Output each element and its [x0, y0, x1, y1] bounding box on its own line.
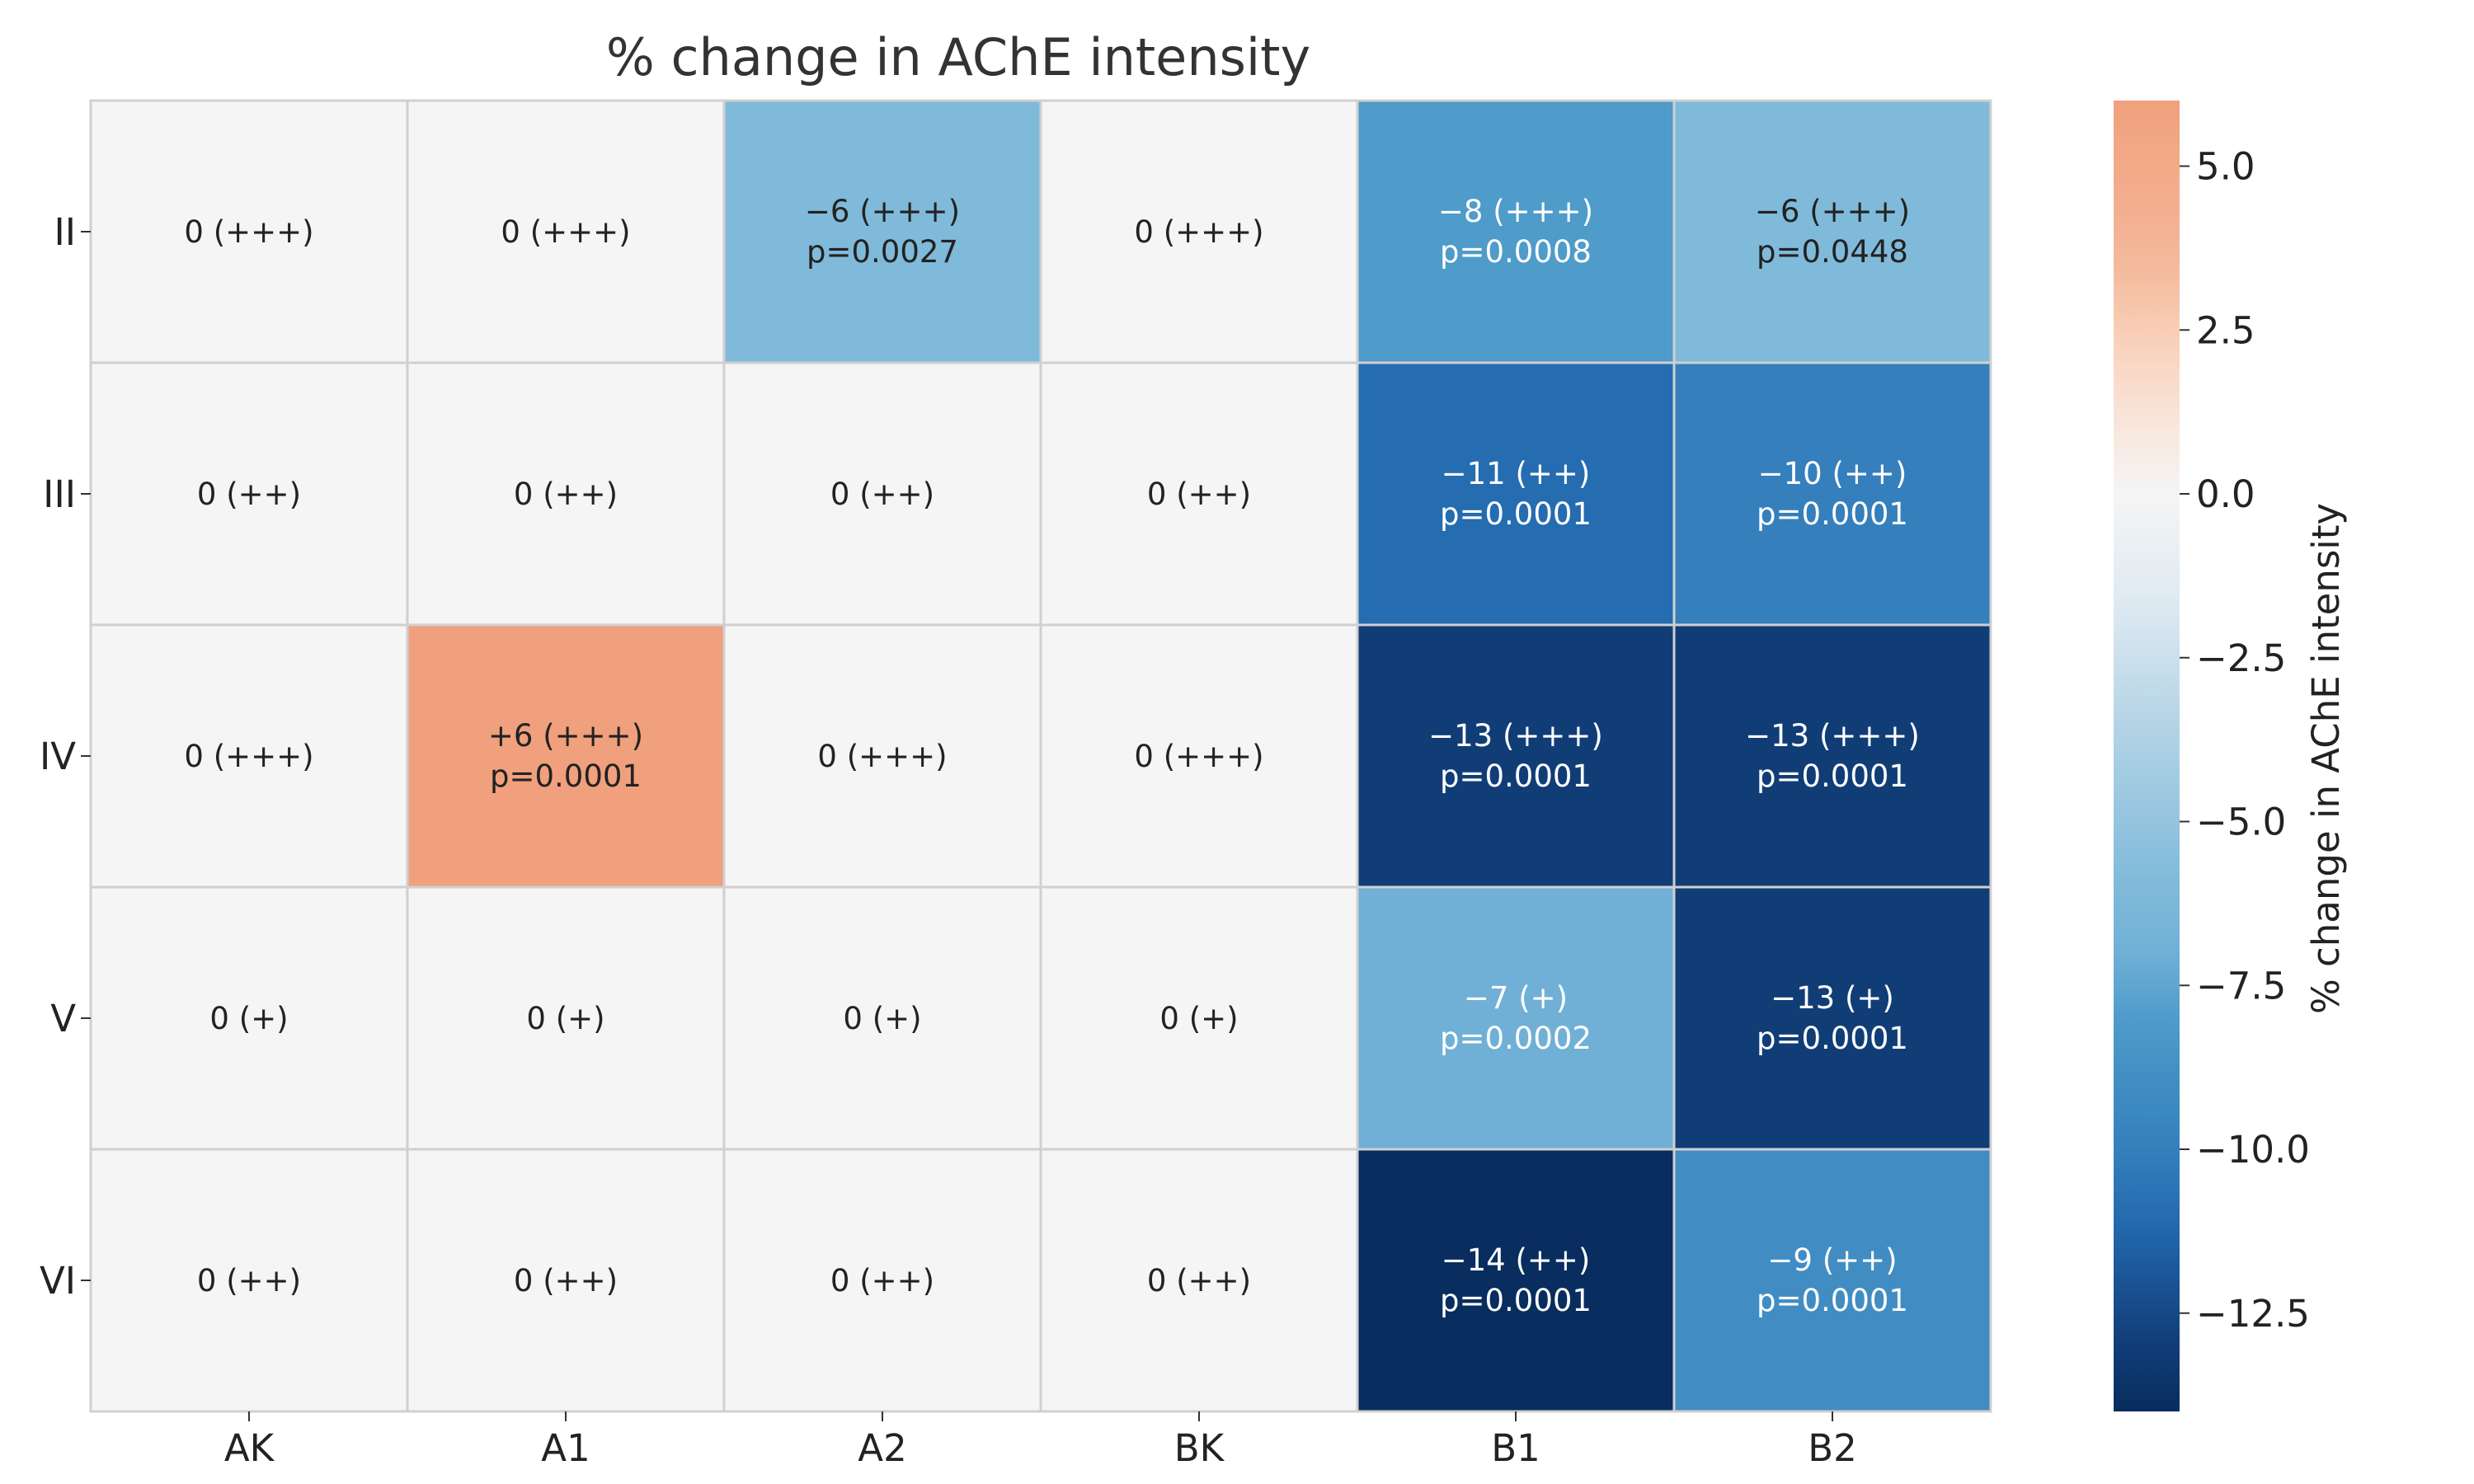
chart-title: % change in AChE intensity	[606, 27, 1310, 87]
colorbar-tick-label: 5.0	[2196, 145, 2255, 189]
cell-value-label: 0 (++)	[830, 1263, 934, 1298]
heatmap-cell-IV-A1	[406, 623, 726, 889]
x-tick-label: A2	[858, 1426, 906, 1470]
heatmap-cell-VI-B2	[1672, 1148, 1992, 1413]
cell-pvalue-label: p=0.0001	[1757, 1283, 1908, 1318]
cell-value-label: 0 (++)	[514, 1263, 618, 1298]
cell-value-label: 0 (+)	[1159, 1001, 1238, 1036]
heatmap-cell-II-B2	[1672, 99, 1992, 364]
cell-value-label: 0 (++)	[1147, 477, 1251, 512]
x-tick-label: AK	[224, 1426, 275, 1470]
colorbar-tick-label: 0.0	[2196, 472, 2255, 516]
x-axis: AK A1 A2 BK B1 B2	[224, 1411, 1857, 1470]
cell-value-label: −13 (+++)	[1428, 718, 1603, 754]
y-tick-label: III	[43, 472, 76, 516]
colorbar-tick-label: 2.5	[2196, 308, 2255, 352]
x-tick-label: A1	[541, 1426, 590, 1470]
cell-value-label: 0 (+++)	[817, 739, 947, 774]
cell-value-label: −14 (++)	[1442, 1242, 1591, 1278]
heatmap-cell-IV-AK	[89, 623, 409, 889]
cell-value-label: −7 (+)	[1464, 980, 1568, 1016]
cell-value-label: 0 (++)	[514, 477, 618, 512]
heatmap-cell-II-B1	[1356, 99, 1676, 364]
cell-value-label: 0 (+++)	[184, 739, 313, 774]
x-tick-label: B1	[1491, 1426, 1540, 1470]
cell-value-label: −13 (+++)	[1745, 718, 1920, 754]
cell-pvalue-label: p=0.0001	[1440, 1283, 1592, 1318]
heatmap-cell-II-BK	[1039, 99, 1359, 364]
heatmap-cell-VI-B1	[1356, 1148, 1676, 1413]
cell-value-label: 0 (+++)	[184, 214, 313, 250]
y-tick-label: VI	[40, 1259, 76, 1303]
heatmap-cell-III-B2	[1672, 361, 1992, 627]
colorbar-label: % change in AChE intensity	[2304, 503, 2348, 1014]
heatmap-cell-II-AK	[89, 99, 409, 364]
cell-pvalue-label: p=0.0001	[1440, 496, 1592, 532]
heatmap-cell-V-B2	[1672, 885, 1992, 1151]
cell-value-label: −13 (+)	[1771, 980, 1894, 1016]
cell-value-label: −6 (+++)	[805, 194, 960, 229]
cell-pvalue-label: p=0.0001	[1757, 1021, 1908, 1056]
heatmap-cell-IV-B1	[1356, 623, 1676, 889]
heatmap-cell-IV-B2	[1672, 623, 1992, 889]
heatmap-cell-III-A1	[406, 361, 726, 627]
heatmap-cell-IV-BK	[1039, 623, 1359, 889]
cell-value-label: +6 (+++)	[488, 718, 643, 754]
cell-value-label: 0 (+)	[209, 1001, 288, 1036]
colorbar-tick-label: −2.5	[2196, 636, 2286, 680]
heatmap-cell-II-A1	[406, 99, 726, 364]
cell-value-label: 0 (+)	[526, 1001, 604, 1036]
cell-value-label: 0 (+++)	[1134, 739, 1263, 774]
cell-pvalue-label: p=0.0002	[1440, 1021, 1592, 1056]
heatmap-cell-III-A2	[722, 361, 1042, 627]
heatmap-cell-V-BK	[1039, 885, 1359, 1151]
cell-value-label: 0 (++)	[197, 1263, 301, 1298]
cell-pvalue-label: p=0.0027	[807, 234, 958, 270]
y-tick-label: II	[54, 210, 76, 254]
cell-pvalue-label: p=0.0001	[1757, 758, 1908, 794]
heatmap-cells: 0 (+++) 0 (+++) −6 (+++) p=0.0027 0 (+++) −8 …	[89, 99, 1992, 1413]
heatmap-cell-II-A2	[722, 99, 1042, 364]
heatmap-cell-VI-BK	[1039, 1148, 1359, 1413]
cell-value-label: −8 (+++)	[1438, 194, 1593, 229]
cell-pvalue-label: p=0.0008	[1440, 234, 1592, 270]
cell-value-label: 0 (++)	[1147, 1263, 1251, 1298]
heatmap-cell-V-B1	[1356, 885, 1676, 1151]
heatmap-cell-VI-AK	[89, 1148, 409, 1413]
colorbar-tick-label: −7.5	[2196, 964, 2286, 1007]
heatmap-cell-V-A2	[722, 885, 1042, 1151]
colorbar-gradient	[2114, 101, 2180, 1411]
cell-value-label: 0 (++)	[830, 477, 934, 512]
colorbar-tick-label: −10.0	[2196, 1128, 2310, 1172]
cell-pvalue-label: p=0.0001	[1440, 758, 1592, 794]
cell-value-label: 0 (++)	[197, 477, 301, 512]
colorbar-tick-label: −12.5	[2196, 1292, 2310, 1336]
x-tick-label: B2	[1808, 1426, 1857, 1470]
x-tick-label: BK	[1174, 1426, 1225, 1470]
cell-value-label: 0 (+++)	[501, 214, 630, 250]
heatmap-cell-V-A1	[406, 885, 726, 1151]
cell-value-label: −11 (++)	[1442, 456, 1591, 491]
cell-value-label: 0 (+++)	[1134, 214, 1263, 250]
heatmap-cell-VI-A2	[722, 1148, 1042, 1413]
heatmap-cell-III-AK	[89, 361, 409, 627]
colorbar: 5.0 2.5 0.0 −2.5 −5.0 −7.5 −10.0 −12.5	[2114, 101, 2310, 1411]
heatmap-cell-VI-A1	[406, 1148, 726, 1413]
cell-value-label: −9 (++)	[1767, 1242, 1897, 1278]
y-tick-label: IV	[40, 735, 76, 778]
heatmap-cell-III-B1	[1356, 361, 1676, 627]
cell-pvalue-label: p=0.0448	[1757, 234, 1908, 270]
cell-pvalue-label: p=0.0001	[1757, 496, 1908, 532]
cell-value-label: 0 (+)	[843, 1001, 921, 1036]
cell-value-label: −10 (++)	[1758, 456, 1907, 491]
y-tick-label: V	[50, 997, 76, 1040]
cell-value-label: −6 (+++)	[1755, 194, 1910, 229]
colorbar-tick-label: −5.0	[2196, 801, 2286, 844]
cell-pvalue-label: p=0.0001	[490, 758, 642, 794]
